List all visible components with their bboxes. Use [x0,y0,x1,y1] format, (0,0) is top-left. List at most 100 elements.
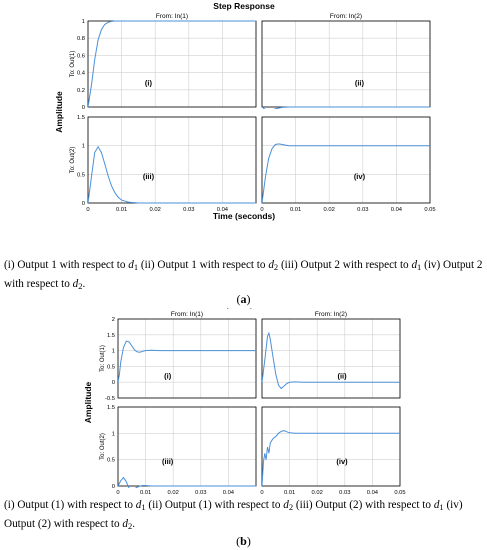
x-tick-label: 0.02 [168,490,179,494]
caption-a-text: (iv) Output 2 with respect to [4,259,483,290]
panel-label: (i) [145,79,153,88]
caption-a-var: d [411,259,418,271]
figure-label-a-letter: a [240,292,247,306]
chart-title: Step Response [213,308,275,309]
x-tick-label: 0.02 [312,490,323,494]
x-tick-label: 0.03 [183,207,194,213]
caption-a-sub: 2 [273,262,279,272]
row-title-2: To: Out(2) [70,147,76,174]
caption-b-var: d [135,499,142,511]
x-tick-label: 0.05 [394,490,405,494]
caption-b-text: (iii) Output (2) with respect to [293,499,434,511]
series-line-2 [262,331,400,390]
x-tick-label: 0.01 [284,490,295,494]
row-title-1: To: Out(1) [100,345,106,372]
y-tick-label: 0.5 [77,172,85,178]
panel-frame [261,406,401,487]
series-line-1 [88,20,256,108]
panel-frame [117,318,257,399]
series-line-4 [262,430,400,487]
column-title-2: From: In(2) [315,311,347,318]
caption-a-var: d [268,259,274,271]
x-tick-label: 0.05 [424,207,435,213]
series-line-2 [262,106,430,109]
y-axis-label: Amplitude [54,91,64,133]
x-tick-label: 0.04 [367,490,379,494]
step-response-figure-a: Step Response From: In(1) From: In(2) Ampli… [0,0,487,255]
caption-b-sub: 2 [288,502,294,512]
caption-b-var: d [433,499,440,511]
panel-label: (i) [164,371,172,380]
panel-label: (ii) [355,79,365,88]
series-line-3 [88,145,256,204]
caption-b-sub: 1 [439,502,444,512]
figure-label-b-letter: b [240,534,247,548]
panel-background [88,117,256,203]
caption-b-var: d [283,499,289,511]
y-tick-label: 0.2 [77,88,85,94]
panel-a-2: (ii) [261,20,431,109]
y-tick-label: 1.5 [107,333,115,339]
panel-b-3: 0 0.5 1 1.5 0 0.01 0.02 0.03 0.04 (iii) [107,405,257,496]
panel-b-4: 0 0.01 0.02 0.03 0.04 0.05 (iv) [260,406,406,496]
panel-frame [261,318,401,399]
y-tick-label: 1.5 [77,115,85,121]
x-tick-label: 0.01 [140,490,151,494]
series-line-3 [118,476,256,488]
y-tick-label: 1 [82,19,85,25]
step-response-chart-a: Step Response From: In(1) From: In(2) Ampli… [54,1,436,221]
y-tick-label: 0.5 [107,458,115,464]
row-title-1: To: Out(1) [70,51,76,78]
caption-b-text: (i) Output (1) with respect to [4,499,136,511]
y-tick-label: 0 [112,484,115,490]
caption-a: (i) Output 1 with respect to d1 (ii) Out… [4,257,484,295]
x-axis-label: Time (seconds) [213,211,275,221]
panel-label: (iv) [354,172,366,181]
x-tick-label: 0.01 [116,207,127,213]
panel-background [262,117,430,203]
panel-background [262,319,400,398]
panel-label: (ii) [337,371,347,380]
x-tick-label: 0.02 [324,207,335,213]
panel-background [88,21,256,107]
caption-a-sub: 1 [417,262,422,272]
panel-background [262,407,400,486]
y-tick-label: 0.5 [107,364,115,370]
step-response-figure-b: Step Response From: In(1) From: In(2) Ampli… [0,299,487,548]
panel-background [262,21,430,107]
caption-b-var: d [122,518,128,530]
step-response-chart-b: Step Response From: In(1) From: In(2) Ampli… [83,299,406,506]
y-tick-label: 1 [112,349,115,355]
caption-a-text: (iii) Output 2 with respect to [278,259,412,271]
y-tick-label: 0 [82,201,85,207]
caption-b-text: . [132,518,136,530]
y-tick-label: -0.5 [105,396,115,402]
caption-b-sub: 1 [141,502,146,512]
caption-b-text: (ii) Output (1) with respect to [145,499,284,511]
y-tick-label: 0.8 [77,36,85,42]
y-tick-label: 2 [112,317,115,323]
row-title-2: To: Out(2) [100,433,106,460]
panel-frame [261,116,431,204]
x-tick-label: 0.03 [195,490,206,494]
panel-background [118,319,256,398]
column-title-1: From: In(1) [171,311,203,318]
panel-background [118,407,256,486]
panel-label: (iii) [143,172,155,181]
caption-b: (i) Output (1) with respect to d1 (ii) O… [4,497,484,535]
series-line-1 [118,340,256,383]
caption-a-sub: 2 [78,281,83,291]
figure-label-a: (a) [236,292,251,306]
panel-b-2: (ii) [261,318,401,399]
y-tick-label: 0 [82,105,85,111]
x-tick-label: 0.04 [223,490,235,494]
x-tick-label: 0 [86,207,89,213]
y-tick-label: 0.6 [77,53,85,59]
caption-a-text: (i) Output 1 with respect to [4,259,129,271]
series-line-4 [262,143,430,204]
chart-title: Step Response [213,1,275,11]
x-tick-label: 0 [116,490,119,494]
caption-a-text: (ii) Output 1 with respect to [138,259,269,271]
x-tick-label: 0.03 [357,207,368,213]
panel-a-3: 0 0.5 1 1.5 0 0.01 0.02 0.03 0.04 (iii) [77,115,257,213]
